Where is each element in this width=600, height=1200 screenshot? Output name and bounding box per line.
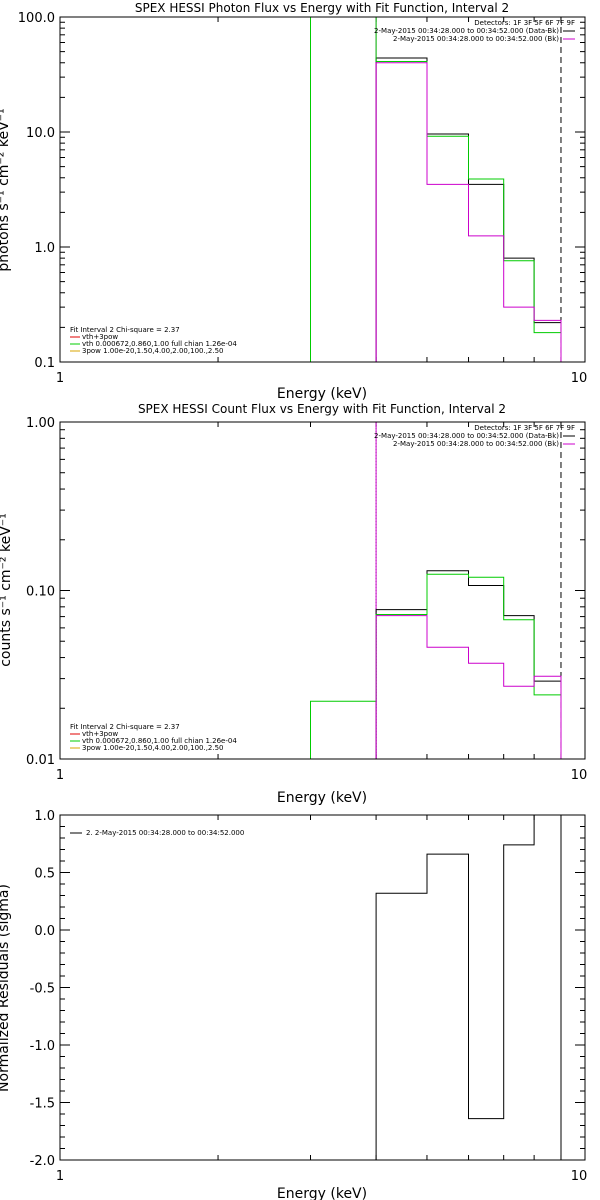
x-tick-label: 10: [571, 371, 588, 386]
x-tick-label: 10: [571, 768, 588, 783]
legend-entry: vth 0.000672,0.860,1.00 full chian 1.26e…: [82, 340, 237, 348]
y-tick-label: 0.5: [34, 867, 55, 882]
x-axis-label: Energy (keV): [277, 790, 367, 806]
y-tick-label: 0.01: [26, 753, 55, 768]
series-line: [375, 57, 562, 362]
legend-entry: 3pow 1.00e-20,1.50,4.00,2.00,100.,2.50: [82, 744, 224, 752]
legend-entry: Detectors: 1F 3F 5F 6F 7F 9F: [474, 424, 575, 432]
x-axis-label: Energy (keV): [277, 386, 367, 402]
chart-title: SPEX HESSI Count Flux vs Energy with Fit…: [138, 402, 506, 416]
legend-entry: 2. 2-May-2015 00:34:28.000 to 00:34:52.0…: [86, 829, 244, 837]
y-tick-label: -1.0: [30, 1039, 55, 1054]
y-tick-label: 0.1: [34, 356, 55, 371]
legend-entry: Fit Interval 2 Chi-square = 2.37: [70, 723, 180, 731]
series-line: [310, 16, 562, 362]
series-line: [375, 615, 562, 759]
y-tick-label: 1.0: [34, 241, 55, 256]
y-tick-label: 0.0: [34, 924, 55, 939]
y-tick-label: 100.0: [18, 11, 55, 26]
y-tick-label: 0.10: [26, 585, 55, 600]
y-tick-label: 10.0: [26, 126, 55, 141]
series-line: [375, 62, 562, 362]
y-axis-label: counts s⁻¹ cm⁻² keV⁻¹: [0, 513, 14, 667]
legend-entry: Detectors: 1F 3F 5F 6F 7F 9F: [474, 19, 575, 27]
legend-entry: vth 0.000672,0.860,1.00 full chian 1.26e…: [82, 737, 237, 745]
legend-entry: Fit Interval 2 Chi-square = 2.37: [70, 326, 180, 334]
series-line: [310, 573, 562, 759]
x-tick-label: 1: [56, 1169, 64, 1184]
y-axis-label: Normalized Residuals (sigma): [0, 884, 12, 1092]
legend-entry: 2-May-2015 00:34:28.000 to 00:34:52.000 …: [374, 27, 559, 35]
residuals-panel: 1.0 0.5 0.0 -0.5 -1.0 -1.5 -2.01 10 2. 2-May-201…: [0, 809, 587, 1200]
y-tick-label: -1.5: [30, 1097, 55, 1112]
count-flux-panel: SPEX HESSI Count Flux vs Energy with Fit…: [0, 402, 587, 806]
chart-title: SPEX HESSI Photon Flux vs Energy with Fi…: [135, 1, 509, 15]
y-tick-label: 1.0: [34, 809, 55, 824]
legend-entry: vth+3pow: [82, 333, 118, 341]
y-axis-label: photons s⁻¹ cm⁻² keV⁻¹: [0, 108, 12, 271]
series-line: [375, 814, 562, 1160]
plot-frame: [59, 814, 586, 1161]
y-tick-label: -2.0: [30, 1154, 55, 1169]
x-tick-label: 1: [56, 768, 64, 783]
y-tick-label: 1.00: [26, 416, 55, 431]
legend-entry: 2-May-2015 00:34:28.000 to 00:34:52.000 …: [393, 35, 559, 43]
plot-area: 100.0 10.0 1.0 0.11 10 Detectors: 1F 3F 5F 6F…: [18, 11, 587, 386]
y-tick-label: -0.5: [30, 982, 55, 997]
plot-area: 1.0 0.5 0.0 -0.5 -1.0 -1.5 -2.01 10 2. 2-May-201…: [30, 809, 588, 1184]
plot-frame: [59, 421, 586, 760]
legend-entry: 3pow 1.00e-20,1.50,4.00,2.00,100.,2.50: [82, 347, 224, 355]
legend-entry: vth+3pow: [82, 730, 118, 738]
plot-frame: [59, 16, 586, 363]
x-tick-label: 1: [56, 371, 64, 386]
x-axis-label: Energy (keV): [277, 1186, 367, 1200]
photon-flux-panel: SPEX HESSI Photon Flux vs Energy with Fi…: [0, 1, 587, 402]
legend-entry: 2-May-2015 00:34:28.000 to 00:34:52.000 …: [374, 432, 559, 440]
series-line: [375, 570, 562, 759]
plot-area: 1.00 0.10 0.011 10 Detectors: 1F 3F 5F 6F 7F…: [26, 416, 587, 783]
x-tick-label: 10: [571, 1169, 588, 1184]
legend-entry: 2-May-2015 00:34:28.000 to 00:34:52.000 …: [393, 440, 559, 448]
